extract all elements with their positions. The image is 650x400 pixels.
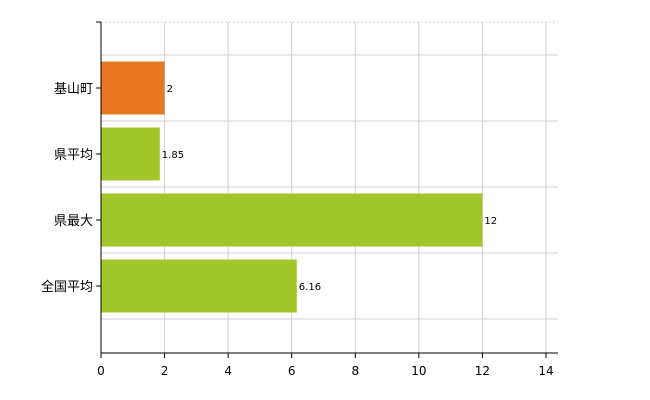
x-tick-label-6: 12 (475, 364, 490, 378)
bar-0 (101, 61, 165, 115)
data-label-3: 6.16 (299, 282, 321, 293)
category-label-3: 全国平均 (41, 279, 93, 295)
bar-3 (101, 259, 297, 313)
x-tick-label-4: 8 (351, 364, 359, 378)
labels: 2 基山町 1.85 県平均 12 県最大 6.16 全国平均 0 2 4 6 8 10 12 14 (41, 82, 554, 378)
data-label-2: 12 (484, 216, 497, 227)
grid-lines (101, 21, 558, 353)
x-tick-label-1: 2 (161, 364, 169, 378)
data-label-0: 2 (167, 84, 173, 95)
x-tick-label-5: 10 (411, 364, 426, 378)
x-tick-label-7: 14 (538, 364, 553, 378)
data-label-1: 1.85 (162, 150, 184, 161)
axes (96, 21, 558, 358)
category-label-1: 県平均 (54, 148, 93, 163)
bar-2 (101, 193, 483, 247)
category-label-0: 基山町 (54, 82, 93, 97)
bar-1 (101, 127, 160, 181)
x-tick-label-2: 4 (224, 364, 232, 378)
category-label-2: 県最大 (54, 214, 93, 229)
bars (101, 61, 483, 313)
x-tick-label-3: 6 (288, 364, 296, 378)
x-tick-label-0: 0 (97, 364, 105, 378)
